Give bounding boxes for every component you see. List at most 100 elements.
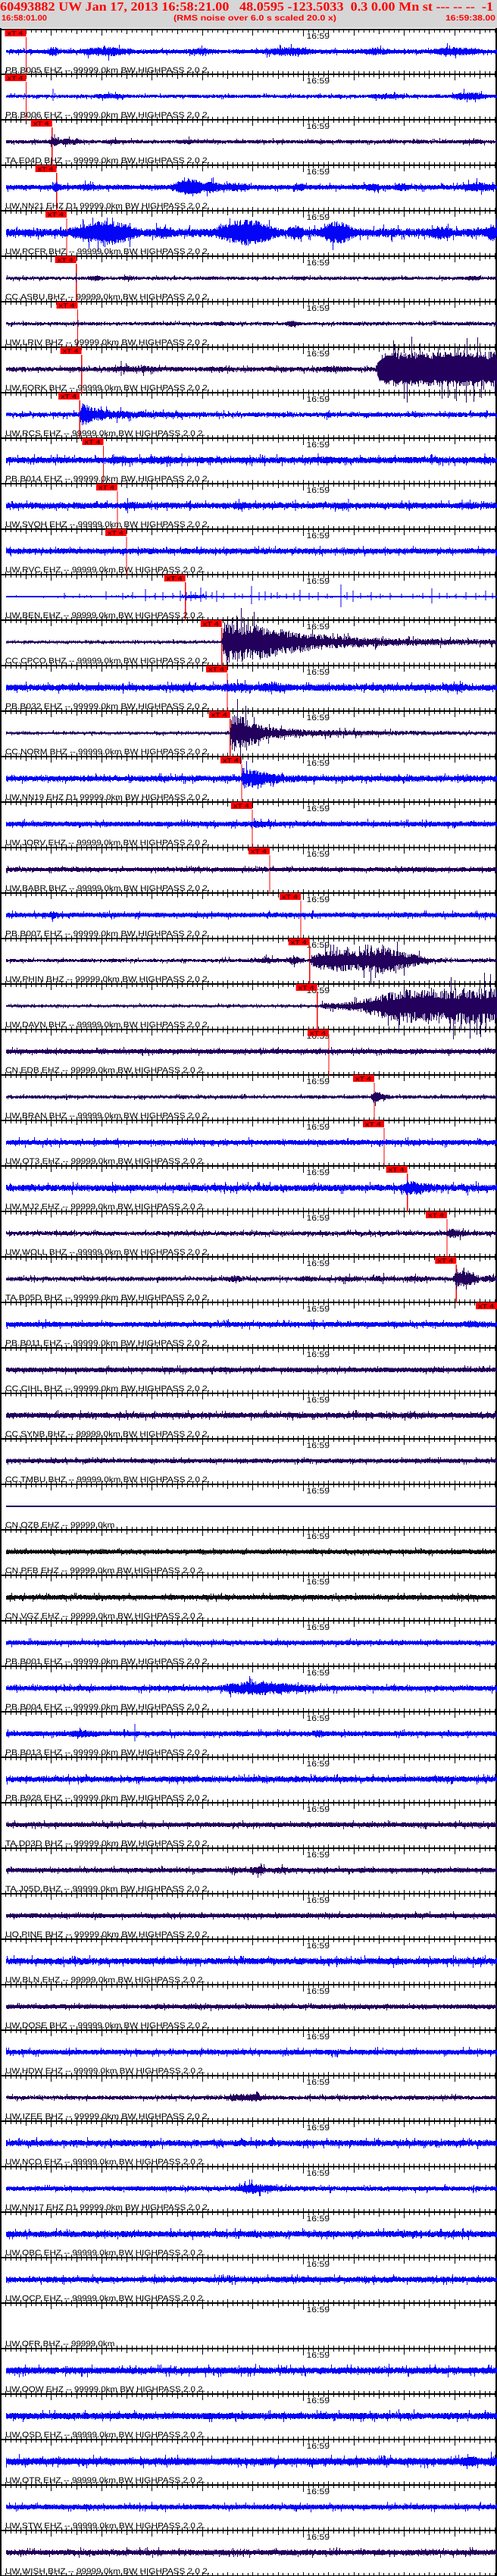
svg-text:UW.PCFR BHZ -- 99999.0km BW HI: UW.PCFR BHZ -- 99999.0km BW HIGHPASS 2.0…	[5, 247, 210, 256]
svg-text:PB.B013 EHZ -- 99999.0km BW HI: PB.B013 EHZ -- 99999.0km BW HIGHPASS 2.0…	[5, 1748, 210, 1757]
svg-text:16:59: 16:59	[307, 1350, 330, 1359]
svg-text:xT 4: xT 4	[108, 530, 124, 537]
svg-text:xT 4: xT 4	[48, 212, 64, 218]
svg-text:CC.CIHL BHZ -- 99999.0km BW HI: CC.CIHL BHZ -- 99999.0km BW HIGHPASS 2.0…	[5, 1384, 210, 1393]
svg-text:16:59: 16:59	[307, 1760, 330, 1769]
svg-text:UW.WISH BHZ -- 99999.0km BW HI: UW.WISH BHZ -- 99999.0km BW HIGHPASS 2.0…	[5, 2567, 210, 2576]
svg-text:16:59: 16:59	[307, 213, 330, 222]
svg-text:xT 4: xT 4	[33, 121, 50, 127]
svg-text:xT 4: xT 4	[223, 757, 239, 764]
svg-text:PB.B006 EHZ -- 99999.0km BW HI: PB.B006 EHZ -- 99999.0km BW HIGHPASS 2.0…	[5, 111, 210, 120]
svg-text:UW.DAVN BHZ -- 99999.0km BW HI: UW.DAVN BHZ -- 99999.0km BW HIGHPASS 2.0…	[5, 1020, 210, 1029]
svg-text:xT 4: xT 4	[208, 666, 225, 673]
svg-text:xT 4: xT 4	[282, 894, 299, 901]
svg-text:16:59: 16:59	[307, 1941, 330, 1951]
svg-text:16:59: 16:59	[307, 440, 330, 450]
svg-text:16:59: 16:59	[307, 77, 330, 86]
svg-text:16:59: 16:59	[307, 2169, 330, 2178]
svg-text:xT 4: xT 4	[291, 939, 308, 946]
svg-text:16:59: 16:59	[307, 486, 330, 495]
svg-text:xT 4: xT 4	[428, 1212, 445, 1219]
svg-text:16:59: 16:59	[307, 1168, 330, 1177]
svg-text:16:59: 16:59	[307, 304, 330, 313]
svg-text:16:59: 16:59	[307, 1441, 330, 1450]
svg-text:UW.OOW EHZ -- 99999.0km BW HIG: UW.OOW EHZ -- 99999.0km BW HIGHPASS 2.0 …	[5, 2385, 205, 2394]
svg-text:PB.B007 EHZ -- 99999.0km BW HI: PB.B007 EHZ -- 99999.0km BW HIGHPASS 2.0…	[5, 929, 210, 939]
svg-text:CN.OZB EHZ -- 99999.0km: CN.OZB EHZ -- 99999.0km	[5, 1521, 115, 1530]
svg-text:16:59: 16:59	[307, 168, 330, 177]
svg-text:xT 4: xT 4	[355, 1076, 372, 1083]
svg-text:xT 4: xT 4	[478, 1303, 495, 1310]
svg-text:16:59: 16:59	[307, 1305, 330, 1314]
svg-text:CC.CPCO BHZ -- 99999.0km BW HI: CC.CPCO BHZ -- 99999.0km BW HIGHPASS 2.0…	[5, 657, 210, 666]
svg-text:UW.MJ2 EHZ -- 99999.0km BW HIG: UW.MJ2 EHZ -- 99999.0km BW HIGHPASS 2.0 …	[5, 1202, 205, 1211]
svg-text:16:59: 16:59	[307, 941, 330, 950]
svg-text:UW.OTR EHZ -- 99999.0km BW HIG: UW.OTR EHZ -- 99999.0km BW HIGHPASS 2.0 …	[5, 2476, 205, 2485]
svg-text:16:59: 16:59	[307, 1805, 330, 1814]
svg-text:60493882 UW Jan 17, 2013 16:58: 60493882 UW Jan 17, 2013 16:58:21.00 48.…	[0, 0, 493, 14]
svg-text:16:59: 16:59	[307, 1669, 330, 1678]
svg-text:16:59: 16:59	[307, 1259, 330, 1268]
svg-text:16:59: 16:59	[307, 668, 330, 677]
svg-text:16:59: 16:59	[307, 2260, 330, 2269]
svg-text:16:59: 16:59	[307, 1987, 330, 1996]
svg-text:16:59: 16:59	[307, 1077, 330, 1086]
svg-text:UW.IZEE BHZ -- 99999.0km BW HI: UW.IZEE BHZ -- 99999.0km BW HIGHPASS 2.0…	[5, 2112, 210, 2121]
svg-text:xT 4: xT 4	[437, 1258, 454, 1264]
svg-text:16:59: 16:59	[307, 895, 330, 904]
svg-text:UW.STW EHZ -- 99999.0km BW HIG: UW.STW EHZ -- 99999.0km BW HIGHPASS 2.0 …	[5, 2521, 205, 2531]
svg-text:UW.DOSE BHZ -- 99999.0km BW HI: UW.DOSE BHZ -- 99999.0km BW HIGHPASS 2.0…	[5, 2021, 210, 2030]
svg-text:16:59: 16:59	[307, 1578, 330, 1587]
svg-text:PB.B011 EHZ -- 99999.0km BW HI: PB.B011 EHZ -- 99999.0km BW HIGHPASS 2.0…	[5, 1339, 210, 1348]
svg-text:16:59: 16:59	[307, 1623, 330, 1632]
svg-text:UW.OSD EHZ -- 99999.0km BW HIG: UW.OSD EHZ -- 99999.0km BW HIGHPASS 2.0 …	[5, 2430, 205, 2440]
svg-text:16:59: 16:59	[307, 395, 330, 404]
svg-text:UW.LRIV BHZ -- 99999.0km BW HI: UW.LRIV BHZ -- 99999.0km BW HIGHPASS 2.0…	[5, 338, 210, 347]
svg-text:UW.NN19 EHZ D1 99999.0km BW HI: UW.NN19 EHZ D1 99999.0km BW HIGHPASS 2.0…	[5, 793, 210, 802]
svg-text:16:59: 16:59	[307, 2533, 330, 2542]
svg-text:16:59: 16:59	[307, 577, 330, 586]
svg-text:CN.EDB EHZ -- 99999.0km BW HIG: CN.EDB EHZ -- 99999.0km BW HIGHPASS 2.0 …	[5, 1066, 205, 1075]
svg-text:xT 4: xT 4	[365, 1121, 382, 1128]
svg-text:PB.B014 EHZ -- 99999.0km BW HI: PB.B014 EHZ -- 99999.0km BW HIGHPASS 2.0…	[5, 475, 210, 484]
svg-text:CC.NORM BHZ -- 99999.0km BW HI: CC.NORM BHZ -- 99999.0km BW HIGHPASS 2.0…	[5, 747, 210, 757]
svg-text:16:59: 16:59	[307, 2487, 330, 2496]
svg-text:UW.HDW EHZ -- 99999.0km BW HIG: UW.HDW EHZ -- 99999.0km BW HIGHPASS 2.0 …	[5, 2067, 205, 2076]
svg-text:UW.SVQH EHZ -- 99999.0km BW HI: UW.SVQH EHZ -- 99999.0km BW HIGHPASS 2.0…	[5, 520, 210, 529]
svg-text:16:59: 16:59	[307, 349, 330, 359]
svg-text:16:59:38.00: 16:59:38.00	[445, 14, 495, 23]
svg-text:xT 4: xT 4	[8, 30, 24, 37]
svg-text:xT 4: xT 4	[98, 484, 115, 491]
svg-text:16:59: 16:59	[307, 1896, 330, 1905]
svg-text:16:59: 16:59	[307, 1532, 330, 1541]
svg-text:UW.OCP EHZ -- 99999.0km BW HIG: UW.OCP EHZ -- 99999.0km BW HIGHPASS 2.0 …	[5, 2294, 205, 2303]
svg-text:16:59: 16:59	[307, 622, 330, 631]
svg-text:16:59: 16:59	[307, 850, 330, 859]
svg-text:UW.OT3 EHZ -- 99999.0km BW HIG: UW.OT3 EHZ -- 99999.0km BW HIGHPASS 2.0 …	[5, 1157, 205, 1166]
svg-text:16:59: 16:59	[307, 2351, 330, 2360]
svg-text:xT 4: xT 4	[299, 985, 315, 992]
svg-text:CN.VGZ EHZ -- 99999.0km BW HIG: CN.VGZ EHZ -- 99999.0km BW HIGHPASS 2.0 …	[5, 1612, 205, 1621]
svg-text:16:59: 16:59	[307, 1396, 330, 1405]
svg-text:16:58:01.00: 16:58:01.00	[2, 14, 47, 23]
svg-text:16:59: 16:59	[307, 713, 330, 722]
svg-text:xT 4: xT 4	[58, 257, 74, 264]
svg-text:16:59: 16:59	[307, 2214, 330, 2223]
svg-text:UW.BEN EHZ -- 99999.0km BW HIG: UW.BEN EHZ -- 99999.0km BW HIGHPASS 2.0 …	[5, 611, 205, 620]
svg-text:16:59: 16:59	[307, 2078, 330, 2087]
svg-text:TA.B05D BHZ -- 99999.0km BW HI: TA.B05D BHZ -- 99999.0km BW HIGHPASS 2.0…	[5, 1293, 210, 1302]
svg-text:UW.BLN EHZ -- 99999.0km BW HIG: UW.BLN EHZ -- 99999.0km BW HIGHPASS 2.0 …	[5, 1976, 205, 1985]
svg-text:PB.B005 EHZ -- 99999.0km BW HI: PB.B005 EHZ -- 99999.0km BW HIGHPASS 2.0…	[5, 66, 210, 75]
svg-text:16:59: 16:59	[307, 1214, 330, 1223]
svg-text:TA.J05D BHZ -- 99999.0km BW HI: TA.J05D BHZ -- 99999.0km BW HIGHPASS 2.0…	[5, 1885, 210, 1894]
svg-text:UW.FORK BHZ -- 99999.0km BW HI: UW.FORK BHZ -- 99999.0km BW HIGHPASS 2.0…	[5, 384, 210, 393]
svg-text:16:59: 16:59	[307, 2396, 330, 2405]
svg-text:16:59: 16:59	[307, 759, 330, 768]
svg-text:xT 4: xT 4	[63, 348, 80, 355]
svg-text:xT 4: xT 4	[389, 1167, 405, 1174]
svg-text:16:59: 16:59	[307, 2305, 330, 2314]
svg-text:xT 4: xT 4	[167, 575, 183, 582]
svg-text:16:59: 16:59	[307, 804, 330, 813]
svg-text:16:59: 16:59	[307, 1714, 330, 1723]
svg-text:xT 4: xT 4	[59, 302, 76, 309]
